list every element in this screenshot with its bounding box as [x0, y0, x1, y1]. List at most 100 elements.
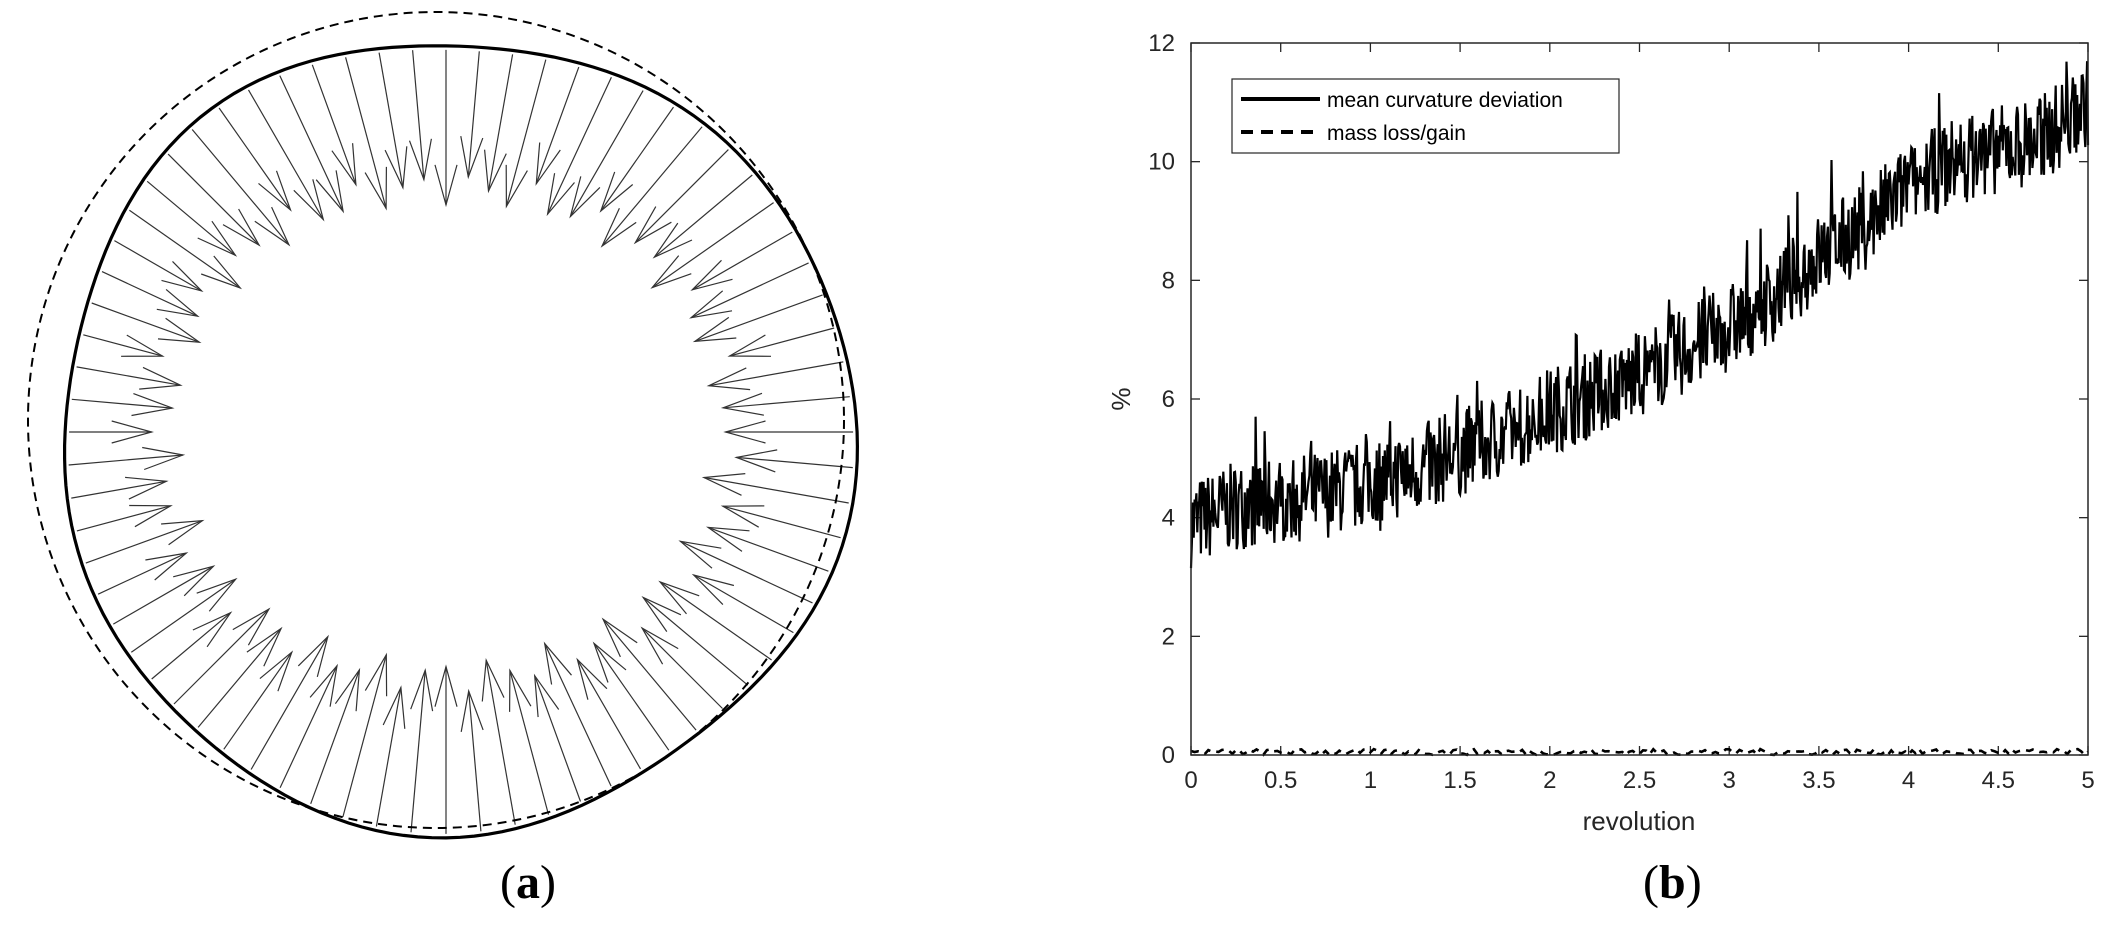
- normal-arrow: [342, 652, 388, 818]
- normal-arrow: [101, 271, 200, 318]
- normal-arrow: [690, 231, 793, 291]
- normal-arrow: [85, 519, 205, 564]
- x-tick-label: 1: [1364, 767, 1377, 794]
- x-tick-label: 4: [1902, 767, 1915, 794]
- normal-arrow: [546, 77, 612, 217]
- normal-arrow: [114, 240, 204, 293]
- normal-arrow: [592, 641, 670, 751]
- x-tick-label: 1.5: [1443, 767, 1476, 794]
- series-line-mass-loss: [1190, 747, 2089, 757]
- legend-label-mass-loss: mass loss/gain: [1327, 122, 1466, 145]
- normal-arrow: [601, 617, 697, 731]
- normal-arrow: [652, 174, 753, 259]
- plot-frame: [1190, 42, 2089, 756]
- normal-arrow: [600, 126, 703, 248]
- x-tick-label: 4.5: [1982, 767, 2015, 794]
- x-tick-label: 0.5: [1264, 767, 1297, 794]
- normal-arrow: [69, 420, 154, 444]
- normal-arrow: [509, 668, 550, 815]
- normal-arrow: [641, 596, 749, 686]
- normal-arrow: [460, 688, 484, 832]
- normal-arrow: [71, 393, 175, 417]
- normal-arrow: [543, 641, 612, 787]
- normal-arrow: [129, 209, 243, 290]
- caption-a-close: ): [539, 856, 556, 909]
- normal-arrow: [247, 89, 325, 222]
- normal-arrow: [689, 262, 809, 319]
- normal-arrow: [705, 526, 829, 572]
- normal-arrow: [569, 90, 644, 219]
- x-tick-label: 0: [1184, 767, 1197, 794]
- caption-a-letter: a: [515, 856, 540, 909]
- normal-arrow: [460, 51, 484, 180]
- normal-arrow: [720, 505, 841, 539]
- normal-arrow: [706, 361, 844, 391]
- y-tick-labels: 0 2 4 6 8 10 12: [1148, 30, 1175, 769]
- normal-arrow: [91, 302, 202, 343]
- normal-arrow: [692, 294, 823, 343]
- normal-arrow: [279, 75, 345, 214]
- normal-arrow: [723, 420, 854, 444]
- y-tick-label: 2: [1162, 623, 1175, 650]
- normal-arrow: [408, 50, 432, 182]
- x-tick-label: 2: [1543, 767, 1556, 794]
- caption-b-open: (: [1643, 856, 1659, 909]
- normal-arrow: [701, 473, 849, 504]
- normal-arrow: [167, 153, 261, 247]
- normal-arrow: [250, 634, 329, 770]
- caption-b-letter: b: [1658, 856, 1686, 909]
- deformed-curve: [62, 44, 860, 840]
- normal-arrow: [678, 540, 813, 604]
- normal-arrow: [533, 673, 582, 802]
- normal-arrow: [535, 66, 580, 186]
- normal-arrow: [658, 580, 772, 661]
- y-tick-label: 4: [1162, 505, 1175, 532]
- legend-label-mean-curvature: mean curvature deviation: [1327, 89, 1563, 112]
- legend-box: [1231, 78, 1620, 154]
- normal-arrow: [345, 57, 387, 211]
- normal-arrow: [71, 476, 169, 500]
- normal-arrow: [576, 657, 642, 770]
- x-tick-labels: 0 0.5 1 1.5 2 2.5 3 3.5 4 4.5 5: [1184, 767, 2094, 794]
- normal-arrow: [83, 334, 165, 357]
- y-tick-label: 0: [1162, 742, 1175, 769]
- normal-arrow: [633, 149, 729, 245]
- normal-arrow: [378, 52, 408, 190]
- x-tick-label: 3: [1723, 767, 1736, 794]
- normal-arrow: [691, 573, 794, 634]
- line-chart: 0 0.5 1 1.5 2 2.5 3 3.5 4 4.5 5 0 2 4 6 8 10 12 revoluti…: [1106, 30, 2095, 836]
- normal-arrow: [720, 392, 850, 416]
- normal-arrow: [223, 650, 294, 750]
- legend: mean curvature deviation mass loss/gain: [1231, 78, 1620, 154]
- normal-arrow: [481, 657, 516, 825]
- normal-arrow: [151, 611, 233, 680]
- normal-arrow: [310, 667, 361, 805]
- normal-arrow: [734, 449, 853, 473]
- normal-arrow: [640, 626, 723, 709]
- normal-arrow: [197, 626, 283, 728]
- y-tick-label: 8: [1162, 267, 1175, 294]
- normal-arrow: [650, 202, 774, 289]
- normal-arrow: [375, 685, 406, 827]
- normal-arrow: [112, 565, 216, 625]
- normal-arrow: [599, 106, 674, 213]
- normal-arrow: [311, 64, 357, 187]
- normal-arrow: [434, 664, 458, 834]
- normal-arrow: [173, 607, 271, 705]
- x-axis-title: revolution: [1583, 806, 1696, 836]
- x-tick-label: 5: [2081, 767, 2094, 794]
- normal-arrows: [68, 49, 854, 834]
- normal-arrow: [505, 59, 547, 209]
- normal-arrow: [76, 366, 183, 390]
- y-tick-label: 6: [1162, 386, 1175, 413]
- y-axis-title: %: [1106, 387, 1136, 410]
- normal-arrow: [218, 107, 292, 212]
- normal-arrow: [130, 577, 238, 653]
- normal-arrow: [97, 552, 189, 595]
- caption-a: (a): [500, 855, 556, 910]
- caption-a-open: (: [500, 856, 516, 909]
- circle-diagram: [27, 11, 860, 840]
- y-tick-label: 10: [1148, 149, 1175, 176]
- caption-b-close: ): [1685, 856, 1702, 909]
- normal-arrow: [279, 663, 338, 789]
